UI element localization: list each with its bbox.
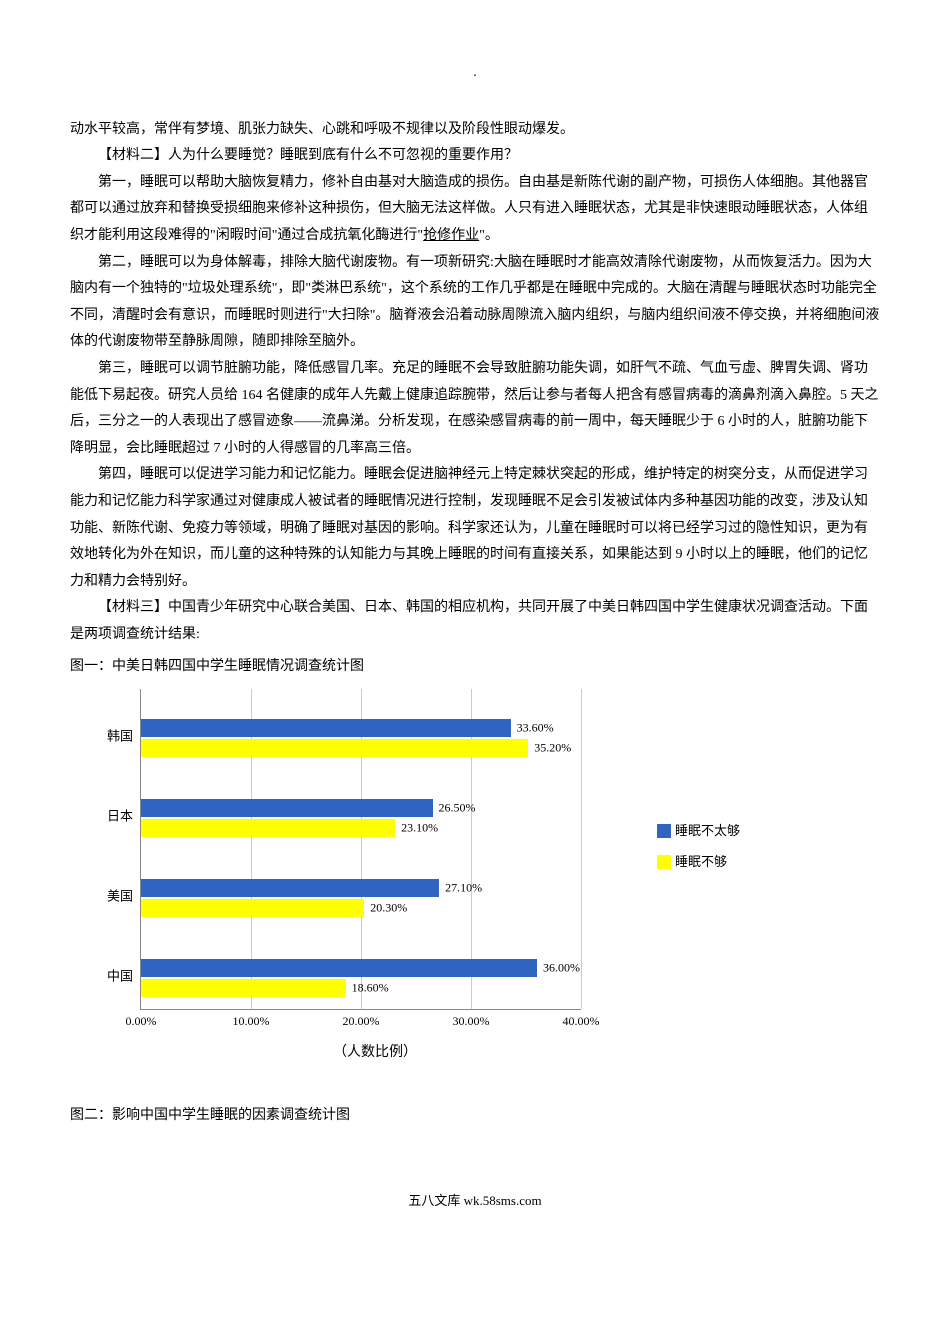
figure-2-title: 图二：影响中国中学生睡眠的因素调查统计图 (70, 1103, 880, 1130)
chart-x-tick: 40.00% (563, 1010, 600, 1033)
material-2-p4: 第四，睡眠可以促进学习能力和记忆能力。睡眠会促进脑神经元上特定棘状突起的形成，维… (70, 462, 880, 595)
chart-y-category: 韩国 (93, 725, 133, 750)
chart-x-tick: 30.00% (453, 1010, 490, 1033)
legend-label: 睡眠不太够 (675, 819, 740, 844)
chart-x-tick: 20.00% (343, 1010, 380, 1033)
chart-legend-item: 睡眠不够 (657, 850, 740, 875)
chart-bar-label: 35.20% (534, 737, 571, 760)
chart-bar-label: 27.10% (445, 877, 482, 900)
chart-legend-item: 睡眠不太够 (657, 819, 740, 844)
chart-bar (141, 959, 537, 977)
chart-x-tick: 10.00% (233, 1010, 270, 1033)
figure-1-title: 图一：中美日韩四国中学生睡眠情况调查统计图 (70, 654, 880, 681)
legend-label: 睡眠不够 (675, 850, 727, 875)
chart-bar-label: 26.50% (439, 797, 476, 820)
legend-swatch (657, 855, 671, 869)
chart-bar (141, 799, 433, 817)
m2-p1-b: "。 (479, 228, 499, 243)
chart-bar (141, 719, 511, 737)
chart-y-category: 中国 (93, 965, 133, 990)
chart-gridline (581, 689, 582, 1009)
chart-bar (141, 879, 439, 897)
chart-x-axis-label: （人数比例） (140, 1040, 610, 1067)
chart-x-tick: 0.00% (126, 1010, 157, 1033)
chart-bar-label: 20.30% (370, 897, 407, 920)
chart-legend: 睡眠不太够睡眠不够 (657, 819, 740, 880)
page-top-dot: . (70, 60, 880, 87)
paragraph-continuation: 动水平较高，常伴有梦境、肌张力缺失、心跳和呼吸不规律以及阶段性眼动爆发。 (70, 117, 880, 144)
material-2-p2: 第二，睡眠可以为身体解毒，排除大脑代谢废物。有一项新研究:大脑在睡眠时才能高效清… (70, 250, 880, 356)
chart-bar (141, 819, 395, 837)
material-2-lead: 【材料二】人为什么要睡觉？睡眠到底有什么不可忽视的重要作用？ (70, 143, 880, 170)
chart-bar-label: 18.60% (352, 977, 389, 1000)
chart-bar (141, 979, 346, 997)
material-2-p3: 第三，睡眠可以调节脏腑功能，降低感冒几率。充足的睡眠不会导致脏腑功能失调，如肝气… (70, 356, 880, 462)
chart-bar-label: 36.00% (543, 957, 580, 980)
chart-bar (141, 739, 528, 757)
material-3-lead: 【材料三】中国青少年研究中心联合美国、日本、韩国的相应机构，共同开展了中美日韩四… (70, 595, 880, 648)
chart-plot-area: 0.00%10.00%20.00%30.00%40.00%韩国33.60%35.… (140, 689, 581, 1010)
chart-bar (141, 899, 364, 917)
material-2-p1: 第一，睡眠可以帮助大脑恢复精力，修补自由基对大脑造成的损伤。自由基是新陈代谢的副… (70, 170, 880, 250)
legend-swatch (657, 824, 671, 838)
m2-p1-underline: 抢修作业 (423, 228, 479, 243)
chart-y-category: 日本 (93, 805, 133, 830)
chart-bar-label: 23.10% (401, 817, 438, 840)
sleep-survey-chart: 0.00%10.00%20.00%30.00%40.00%韩国33.60%35.… (90, 689, 610, 1067)
chart-y-category: 美国 (93, 885, 133, 910)
page-footer: 五八文库 wk.58sms.com (70, 1189, 880, 1214)
